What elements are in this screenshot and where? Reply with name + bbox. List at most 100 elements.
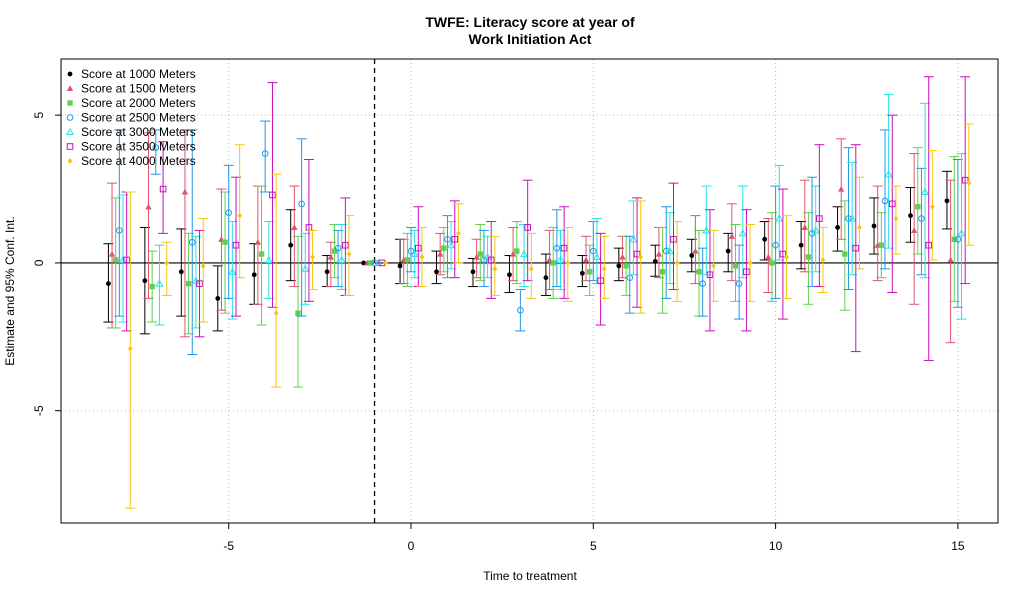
estimate-point <box>127 345 133 352</box>
x-axis-label: Time to treatment <box>483 569 577 583</box>
estimate-point <box>225 209 233 216</box>
estimate-point <box>327 253 334 260</box>
legend-label: Score at 4000 Meters <box>81 154 196 168</box>
estimate-point <box>492 266 498 272</box>
estimate-point <box>565 260 571 266</box>
legend-marker <box>66 143 74 150</box>
estimate-point <box>553 244 561 252</box>
y-tick-label: 5 <box>32 111 46 118</box>
estimate-point <box>665 246 674 255</box>
estimate-point <box>159 185 167 193</box>
estimate-point <box>487 256 495 264</box>
estimate-point <box>550 260 556 266</box>
estimate-point <box>145 203 152 210</box>
estimate-point <box>921 187 930 196</box>
estimate-point <box>629 235 638 243</box>
estimate-point <box>149 283 155 290</box>
estimate-point <box>342 241 349 249</box>
estimate-point <box>871 223 877 229</box>
estimate-point <box>118 255 128 264</box>
estimate-point <box>586 269 593 275</box>
estimate-point <box>164 260 170 266</box>
estimate-point <box>105 281 111 287</box>
estimate-point <box>633 250 641 258</box>
estimate-point <box>659 269 666 275</box>
legend-marker <box>66 114 74 121</box>
estimate-point <box>185 280 192 287</box>
estimate-point <box>514 248 520 254</box>
estimate-point <box>951 236 957 242</box>
estimate-point <box>237 212 243 219</box>
estimate-point <box>419 254 425 260</box>
estimate-point <box>915 204 921 210</box>
x-tick-label: 0 <box>408 539 415 553</box>
estimate-point <box>772 241 779 249</box>
estimate-point <box>738 229 747 237</box>
estimate-point <box>888 200 896 208</box>
estimate-point <box>295 310 301 316</box>
estimate-point <box>779 250 787 258</box>
estimate-point <box>638 254 644 260</box>
estimate-point <box>414 244 422 252</box>
estimate-point <box>346 251 352 257</box>
estimate-point <box>436 250 444 257</box>
estimate-point <box>288 242 294 248</box>
legend-marker <box>66 85 74 92</box>
legend-marker <box>65 127 75 136</box>
estimate-point <box>519 249 529 258</box>
estimate-point <box>228 267 237 275</box>
estimate-point <box>692 247 699 254</box>
estimate-point <box>579 270 585 276</box>
estimate-point <box>269 191 276 199</box>
legend-label: Score at 2000 Meters <box>81 96 196 110</box>
estimate-point <box>331 248 338 254</box>
estimate-point <box>142 278 148 284</box>
estimate-point <box>444 235 451 243</box>
estimate-point <box>470 269 476 275</box>
x-tick-label: 15 <box>951 539 965 553</box>
estimate-point <box>337 255 346 264</box>
estimate-point <box>112 257 119 263</box>
estimate-point <box>196 280 203 287</box>
estimate-point <box>397 263 403 269</box>
y-tick-label: -5 <box>32 405 46 416</box>
legend-label: Score at 1500 Meters <box>81 82 196 96</box>
estimate-point <box>152 144 160 151</box>
estimate-point <box>407 247 415 255</box>
estimate-point <box>769 260 775 266</box>
legend-marker <box>67 100 73 106</box>
estimate-point <box>509 250 517 257</box>
estimate-point <box>893 215 899 222</box>
estimate-point <box>543 275 549 281</box>
estimate-point <box>784 254 790 260</box>
legend-label: Score at 1000 Meters <box>81 67 196 81</box>
estimate-point <box>652 259 658 264</box>
estimate-point <box>798 242 804 248</box>
estimate-point <box>291 224 298 231</box>
estimate-point <box>655 250 663 257</box>
estimate-point <box>222 239 228 245</box>
estimate-point <box>801 224 808 231</box>
estimate-point <box>477 251 483 257</box>
series-7 <box>125 123 974 509</box>
estimate-point <box>582 256 590 263</box>
estimate-point <box>455 230 461 237</box>
estimate-point <box>273 310 279 316</box>
reference-lines <box>61 59 998 523</box>
estimate-point <box>670 235 677 243</box>
estimate-point <box>368 260 374 266</box>
estimate-point <box>188 238 196 246</box>
estimate-point <box>696 269 702 275</box>
estimate-point <box>966 180 972 186</box>
estimate-point <box>517 306 524 314</box>
series-5 <box>117 93 967 329</box>
estimate-point <box>743 268 750 276</box>
estimate-point <box>725 248 731 254</box>
estimate-point <box>251 272 257 278</box>
estimate-point <box>747 260 753 266</box>
series-6 <box>121 76 971 361</box>
estimate-point <box>878 242 885 248</box>
estimate-point <box>954 235 962 243</box>
estimate-point <box>735 280 743 287</box>
estimate-point <box>178 269 184 275</box>
